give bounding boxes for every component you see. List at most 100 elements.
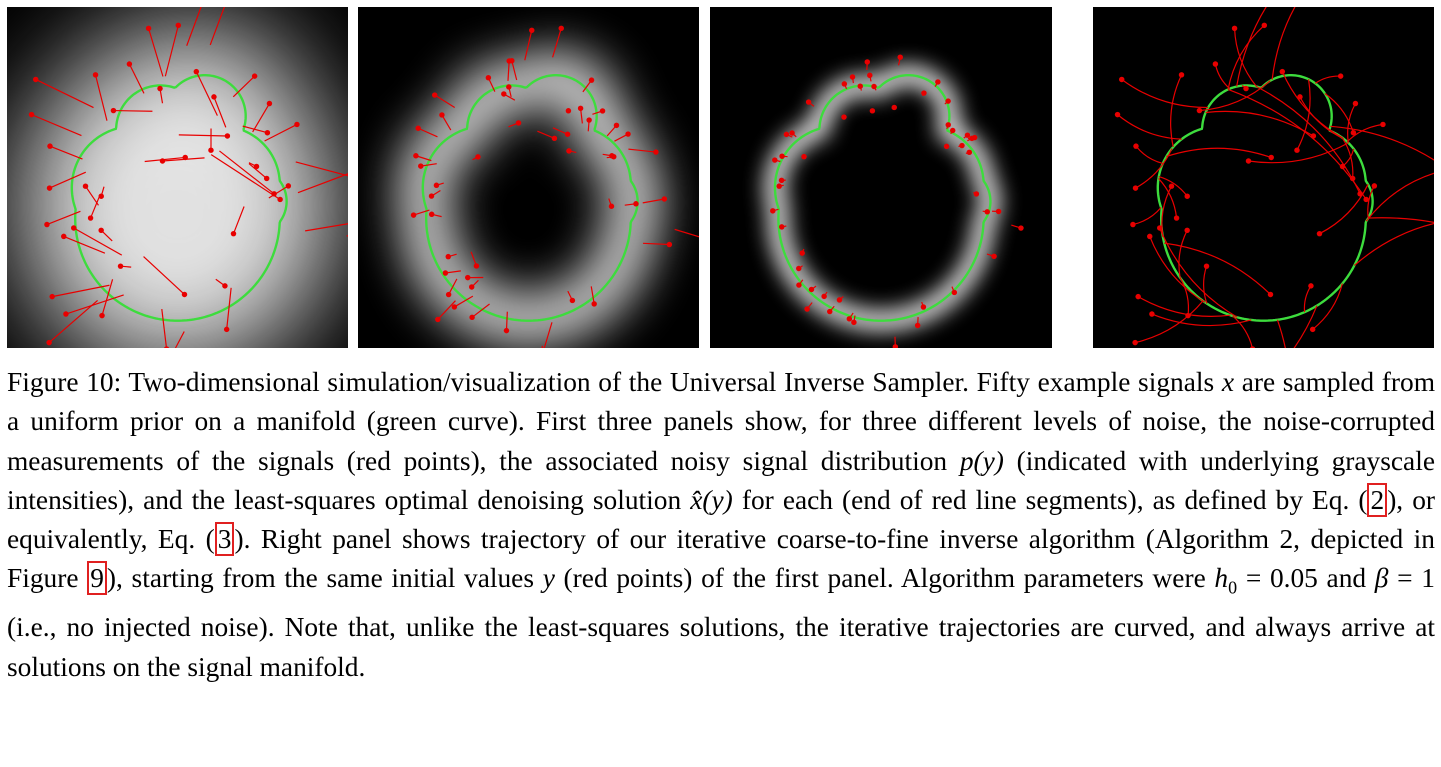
noisy-measurement-point	[98, 193, 104, 199]
noisy-measurement-point	[608, 203, 615, 209]
noisy-measurement-point	[164, 346, 170, 348]
noisy-measurement-point	[266, 100, 273, 107]
noisy-measurement-point	[569, 297, 576, 304]
noisy-measurement-point	[442, 270, 449, 276]
noisy-measurement-point	[475, 154, 481, 160]
math-py: p(y)	[959, 445, 1004, 476]
noisy-measurement-point	[945, 122, 951, 128]
noisy-measurement-point	[1114, 111, 1121, 118]
caption-text: ), or equivalently, Eq. (	[7, 484, 1436, 555]
denoise-trajectory	[511, 60, 518, 81]
noisy-measurement-point	[599, 108, 606, 114]
noisy-measurement-point	[588, 77, 595, 83]
math-h-subscript: 0	[1228, 577, 1238, 598]
noisy-measurement-point	[1157, 225, 1163, 231]
denoise-trajectory	[1271, 7, 1296, 80]
denoise-trajectory	[1158, 175, 1188, 197]
noisy-measurement-point	[223, 326, 230, 333]
figure-9-link[interactable]: 9	[87, 561, 107, 596]
denoise-trajectory	[628, 148, 656, 153]
denoise-trajectory	[65, 294, 124, 315]
noisy-measurement-point	[1147, 233, 1153, 240]
noisy-measurement-point	[772, 157, 778, 163]
noisy-measurement-point	[251, 73, 258, 79]
noisy-measurement-point	[871, 83, 877, 90]
noisy-measurement-point	[117, 263, 124, 269]
denoise-trajectory	[252, 103, 270, 133]
noisy-measurement-point	[263, 175, 270, 182]
noisy-measurement-point	[613, 122, 620, 129]
noisy-measurement-point	[971, 134, 978, 141]
noisy-measurement-point	[789, 130, 795, 136]
denoise-trajectory	[113, 109, 153, 112]
noisy-measurement-point	[914, 322, 921, 329]
noisy-measurement-point	[1245, 158, 1252, 164]
noisy-measurement-point	[47, 143, 53, 149]
noisy-measurement-point	[1132, 339, 1138, 346]
noisy-measurement-point	[611, 153, 617, 160]
figure-caption: Figure 10: Two-dimensional simulation/vi…	[7, 363, 1435, 687]
noisy-measurement-point	[92, 72, 99, 78]
noisy-measurement-point	[577, 105, 584, 112]
noisy-measurement-point	[1250, 346, 1256, 348]
denoise-trajectory	[1179, 277, 1190, 316]
panel-plot	[1093, 7, 1434, 348]
denoise-trajectory	[1368, 217, 1434, 223]
noisy-measurement-point	[410, 212, 417, 218]
noisy-measurement-point	[1184, 227, 1190, 234]
noisy-measurement-point	[1132, 185, 1139, 191]
denoise-trajectory	[52, 284, 110, 298]
denoise-trajectory	[164, 25, 179, 77]
denoise-trajectory	[1117, 114, 1182, 140]
noisy-measurement-point	[804, 306, 810, 312]
noisy-measurement-point	[1203, 263, 1210, 269]
noisy-measurement-point	[506, 58, 512, 64]
denoise-trajectory	[195, 71, 218, 116]
noisy-measurement-point	[1309, 326, 1316, 333]
denoise-trajectory	[1151, 313, 1252, 327]
denoise-trajectory	[35, 78, 94, 109]
noisy-measurement-point	[565, 108, 572, 114]
denoise-trajectory	[295, 161, 348, 177]
math-x: x	[1221, 367, 1234, 397]
noisy-measurement-point	[224, 133, 231, 139]
denoise-trajectory	[1236, 7, 1267, 87]
noisy-measurement-point	[157, 85, 163, 92]
noisy-measurement-point	[208, 147, 214, 153]
noisy-measurement-point	[469, 314, 475, 321]
caption-text: Two-dimensional simulation/visualization…	[128, 367, 1215, 397]
noisy-measurement-point	[503, 327, 510, 334]
noisy-measurement-point	[1352, 100, 1359, 107]
noisy-measurement-point	[294, 121, 300, 128]
noisy-measurement-point	[473, 263, 480, 269]
noisy-measurement-point	[175, 22, 182, 29]
denoise-trajectory	[524, 30, 533, 61]
denoise-trajectory	[1132, 207, 1162, 226]
noisy-measurement-point	[799, 250, 805, 256]
denoise-trajectory	[1353, 222, 1434, 266]
noisy-measurement-point	[666, 241, 673, 248]
noisy-measurement-point	[1212, 61, 1219, 67]
noisy-measurement-point	[966, 149, 973, 156]
math-h0: h0	[1214, 563, 1237, 597]
noisy-measurement-point	[586, 117, 592, 123]
denoise-trajectory	[434, 94, 456, 108]
noisy-measurement-point	[98, 227, 104, 234]
eq-3-link[interactable]: 3	[214, 522, 235, 557]
denoise-trajectory	[73, 227, 123, 256]
caption-prefix: Figure 10:	[7, 367, 122, 397]
noisy-measurement-point	[1135, 293, 1141, 300]
noisy-measurement-point	[891, 104, 897, 111]
denoise-trajectory	[46, 210, 81, 226]
noisy-measurement-point	[841, 81, 848, 87]
denoise-trajectory	[471, 303, 490, 318]
noisy-measurement-point	[551, 135, 558, 142]
noisy-measurement-point	[451, 304, 458, 310]
denoise-trajectory	[213, 96, 227, 128]
denoise-trajectory	[1121, 78, 1209, 109]
denoise-trajectory	[1248, 142, 1349, 164]
noisy-measurement-point	[415, 125, 421, 131]
eq-2-link[interactable]: 2	[1367, 482, 1388, 517]
denoise-trajectory	[1293, 305, 1318, 348]
